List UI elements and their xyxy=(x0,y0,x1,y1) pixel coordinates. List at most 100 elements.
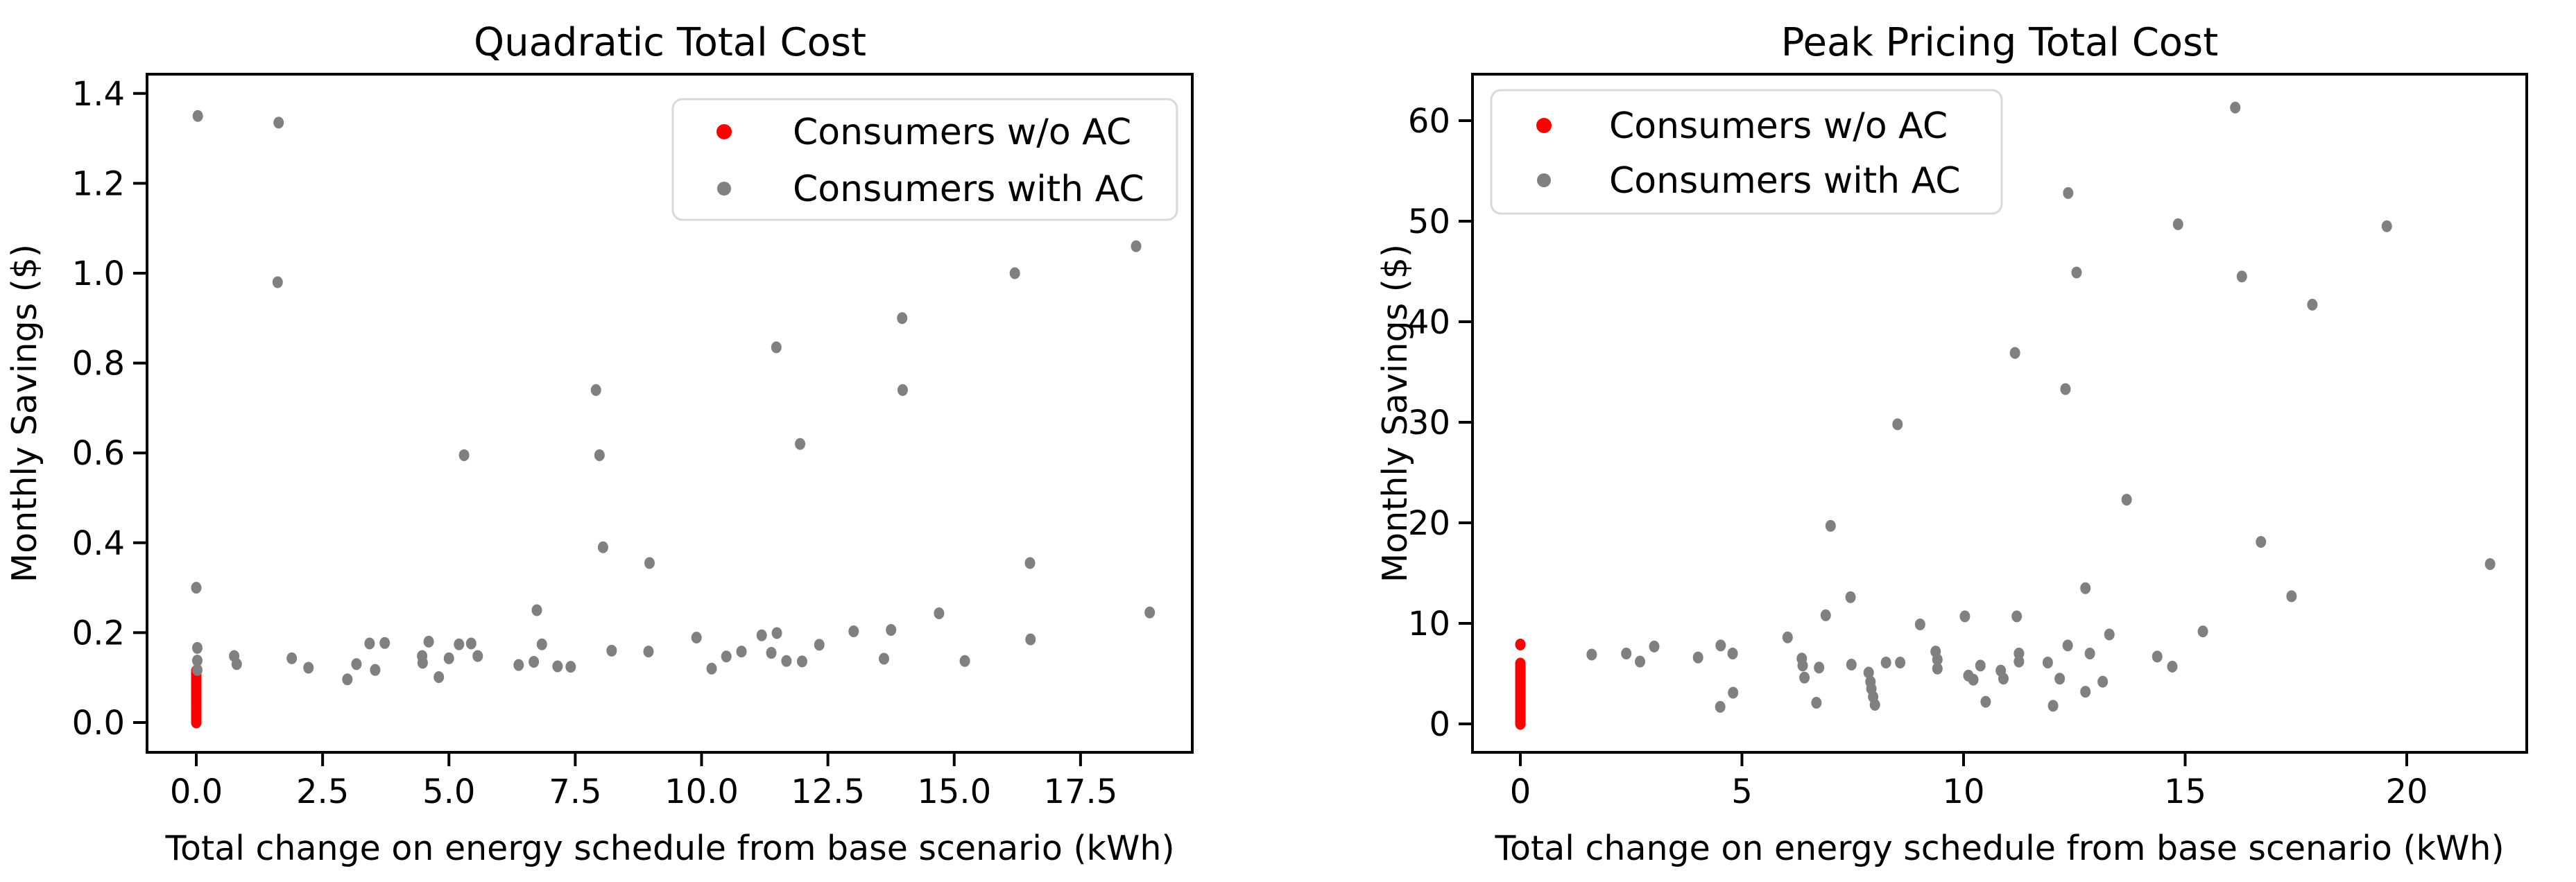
x-tick-label: 0 xyxy=(1510,772,1531,811)
data-point xyxy=(1869,698,1880,711)
y-tick-label: 60 xyxy=(1408,102,1450,141)
data-point xyxy=(706,662,717,675)
x-axis-label: Total change on energy schedule from bas… xyxy=(1494,829,2504,868)
data-point xyxy=(1515,657,1526,670)
data-point xyxy=(1825,519,1836,532)
legend-label: Consumers w/o AC xyxy=(1609,105,1948,147)
data-point xyxy=(2236,270,2247,283)
data-point xyxy=(1797,659,1808,672)
data-point xyxy=(191,655,203,667)
data-point xyxy=(771,341,782,354)
data-point xyxy=(2013,655,2025,668)
data-point xyxy=(423,635,434,648)
data-point xyxy=(2011,610,2023,623)
x-tick-label: 12.5 xyxy=(791,772,865,811)
data-point xyxy=(529,656,540,668)
data-point xyxy=(1649,640,1660,652)
data-point xyxy=(2121,494,2132,506)
data-point xyxy=(1715,639,1726,652)
data-point xyxy=(272,276,283,288)
data-point xyxy=(644,557,655,569)
data-point xyxy=(303,662,314,674)
data-point xyxy=(643,646,654,658)
legend-swatch-with_ac xyxy=(1537,173,1551,187)
legend-swatch-no_ac xyxy=(1536,118,1552,133)
y-tick-label: 40 xyxy=(1408,303,1450,342)
data-point xyxy=(934,607,945,620)
data-point xyxy=(2080,582,2091,594)
data-point xyxy=(342,673,353,686)
data-point xyxy=(1009,267,1020,279)
x-tick-label: 17.5 xyxy=(1043,772,1117,811)
data-point xyxy=(2172,218,2183,230)
quadratic-plot: 0.0 2.5 5.0 7.5 10.0 12.5 15.0 17.5 0.00.20.40.… xyxy=(5,20,1194,868)
data-point xyxy=(594,449,605,461)
legend: Consumers w/o AC Consumers with AC xyxy=(1490,89,2003,215)
data-point xyxy=(417,657,428,669)
scatter-points xyxy=(1515,101,2496,730)
y-tick-label: 0.8 xyxy=(72,345,125,383)
data-point xyxy=(565,661,576,673)
data-point xyxy=(2062,639,2073,652)
data-point xyxy=(590,383,601,396)
data-point xyxy=(2042,657,2053,669)
x-tick-label: 0.0 xyxy=(170,772,223,811)
legend-label: Consumers with AC xyxy=(1609,160,1961,202)
data-point xyxy=(2063,187,2074,199)
data-point xyxy=(1635,655,1646,668)
y-axis-label: Monthly Savings ($) xyxy=(1375,244,1415,582)
y-tick-label: 0.4 xyxy=(72,524,125,563)
data-point xyxy=(2071,266,2082,279)
series-with_ac xyxy=(1586,101,2496,713)
data-point xyxy=(1515,638,1526,650)
data-point xyxy=(959,655,970,667)
data-point xyxy=(1799,671,1810,684)
data-point xyxy=(364,637,375,650)
y-tick-label: 1.4 xyxy=(72,75,125,114)
data-point xyxy=(454,638,465,650)
data-point xyxy=(2286,590,2297,603)
data-point xyxy=(191,664,203,676)
data-point xyxy=(191,582,202,594)
data-point xyxy=(192,110,203,122)
series-with_ac xyxy=(191,110,1156,686)
legend-swatch-no_ac xyxy=(716,124,732,139)
data-point xyxy=(736,646,747,658)
data-point xyxy=(1621,648,1632,659)
y-tick-label: 1.0 xyxy=(72,254,125,293)
data-point xyxy=(2197,625,2208,638)
data-point xyxy=(2009,347,2020,359)
data-point xyxy=(1586,648,1597,661)
y-tick-label: 0.2 xyxy=(72,614,125,652)
data-point xyxy=(756,629,767,641)
data-point xyxy=(1845,591,1856,603)
data-point xyxy=(1932,662,1943,675)
x-tick-label: 5.0 xyxy=(422,772,475,811)
x-tick-label: 10.0 xyxy=(664,772,739,811)
data-point xyxy=(1846,658,1857,671)
data-point xyxy=(897,383,908,396)
data-point xyxy=(1892,418,1903,431)
data-point xyxy=(796,655,807,668)
data-point xyxy=(1814,662,1825,674)
y-tick-label: 0.6 xyxy=(72,434,125,473)
data-point xyxy=(1914,618,1925,630)
data-point xyxy=(286,652,298,664)
data-point xyxy=(1998,673,2009,685)
data-point xyxy=(1975,659,1986,672)
y-tick-label: 0 xyxy=(1429,705,1450,744)
data-point xyxy=(536,638,547,650)
data-point xyxy=(1968,673,1979,686)
scatter-points xyxy=(191,110,1156,729)
y-axis-label: Monthly Savings ($) xyxy=(5,244,44,582)
data-point xyxy=(443,652,454,664)
data-point xyxy=(1932,653,1943,666)
data-point xyxy=(886,624,897,637)
data-point xyxy=(2152,650,2163,663)
y-tick-label: 20 xyxy=(1408,504,1450,543)
data-point xyxy=(379,637,390,649)
y-tick-label: 30 xyxy=(1408,404,1450,442)
data-point xyxy=(2307,298,2318,311)
data-point xyxy=(848,625,859,637)
